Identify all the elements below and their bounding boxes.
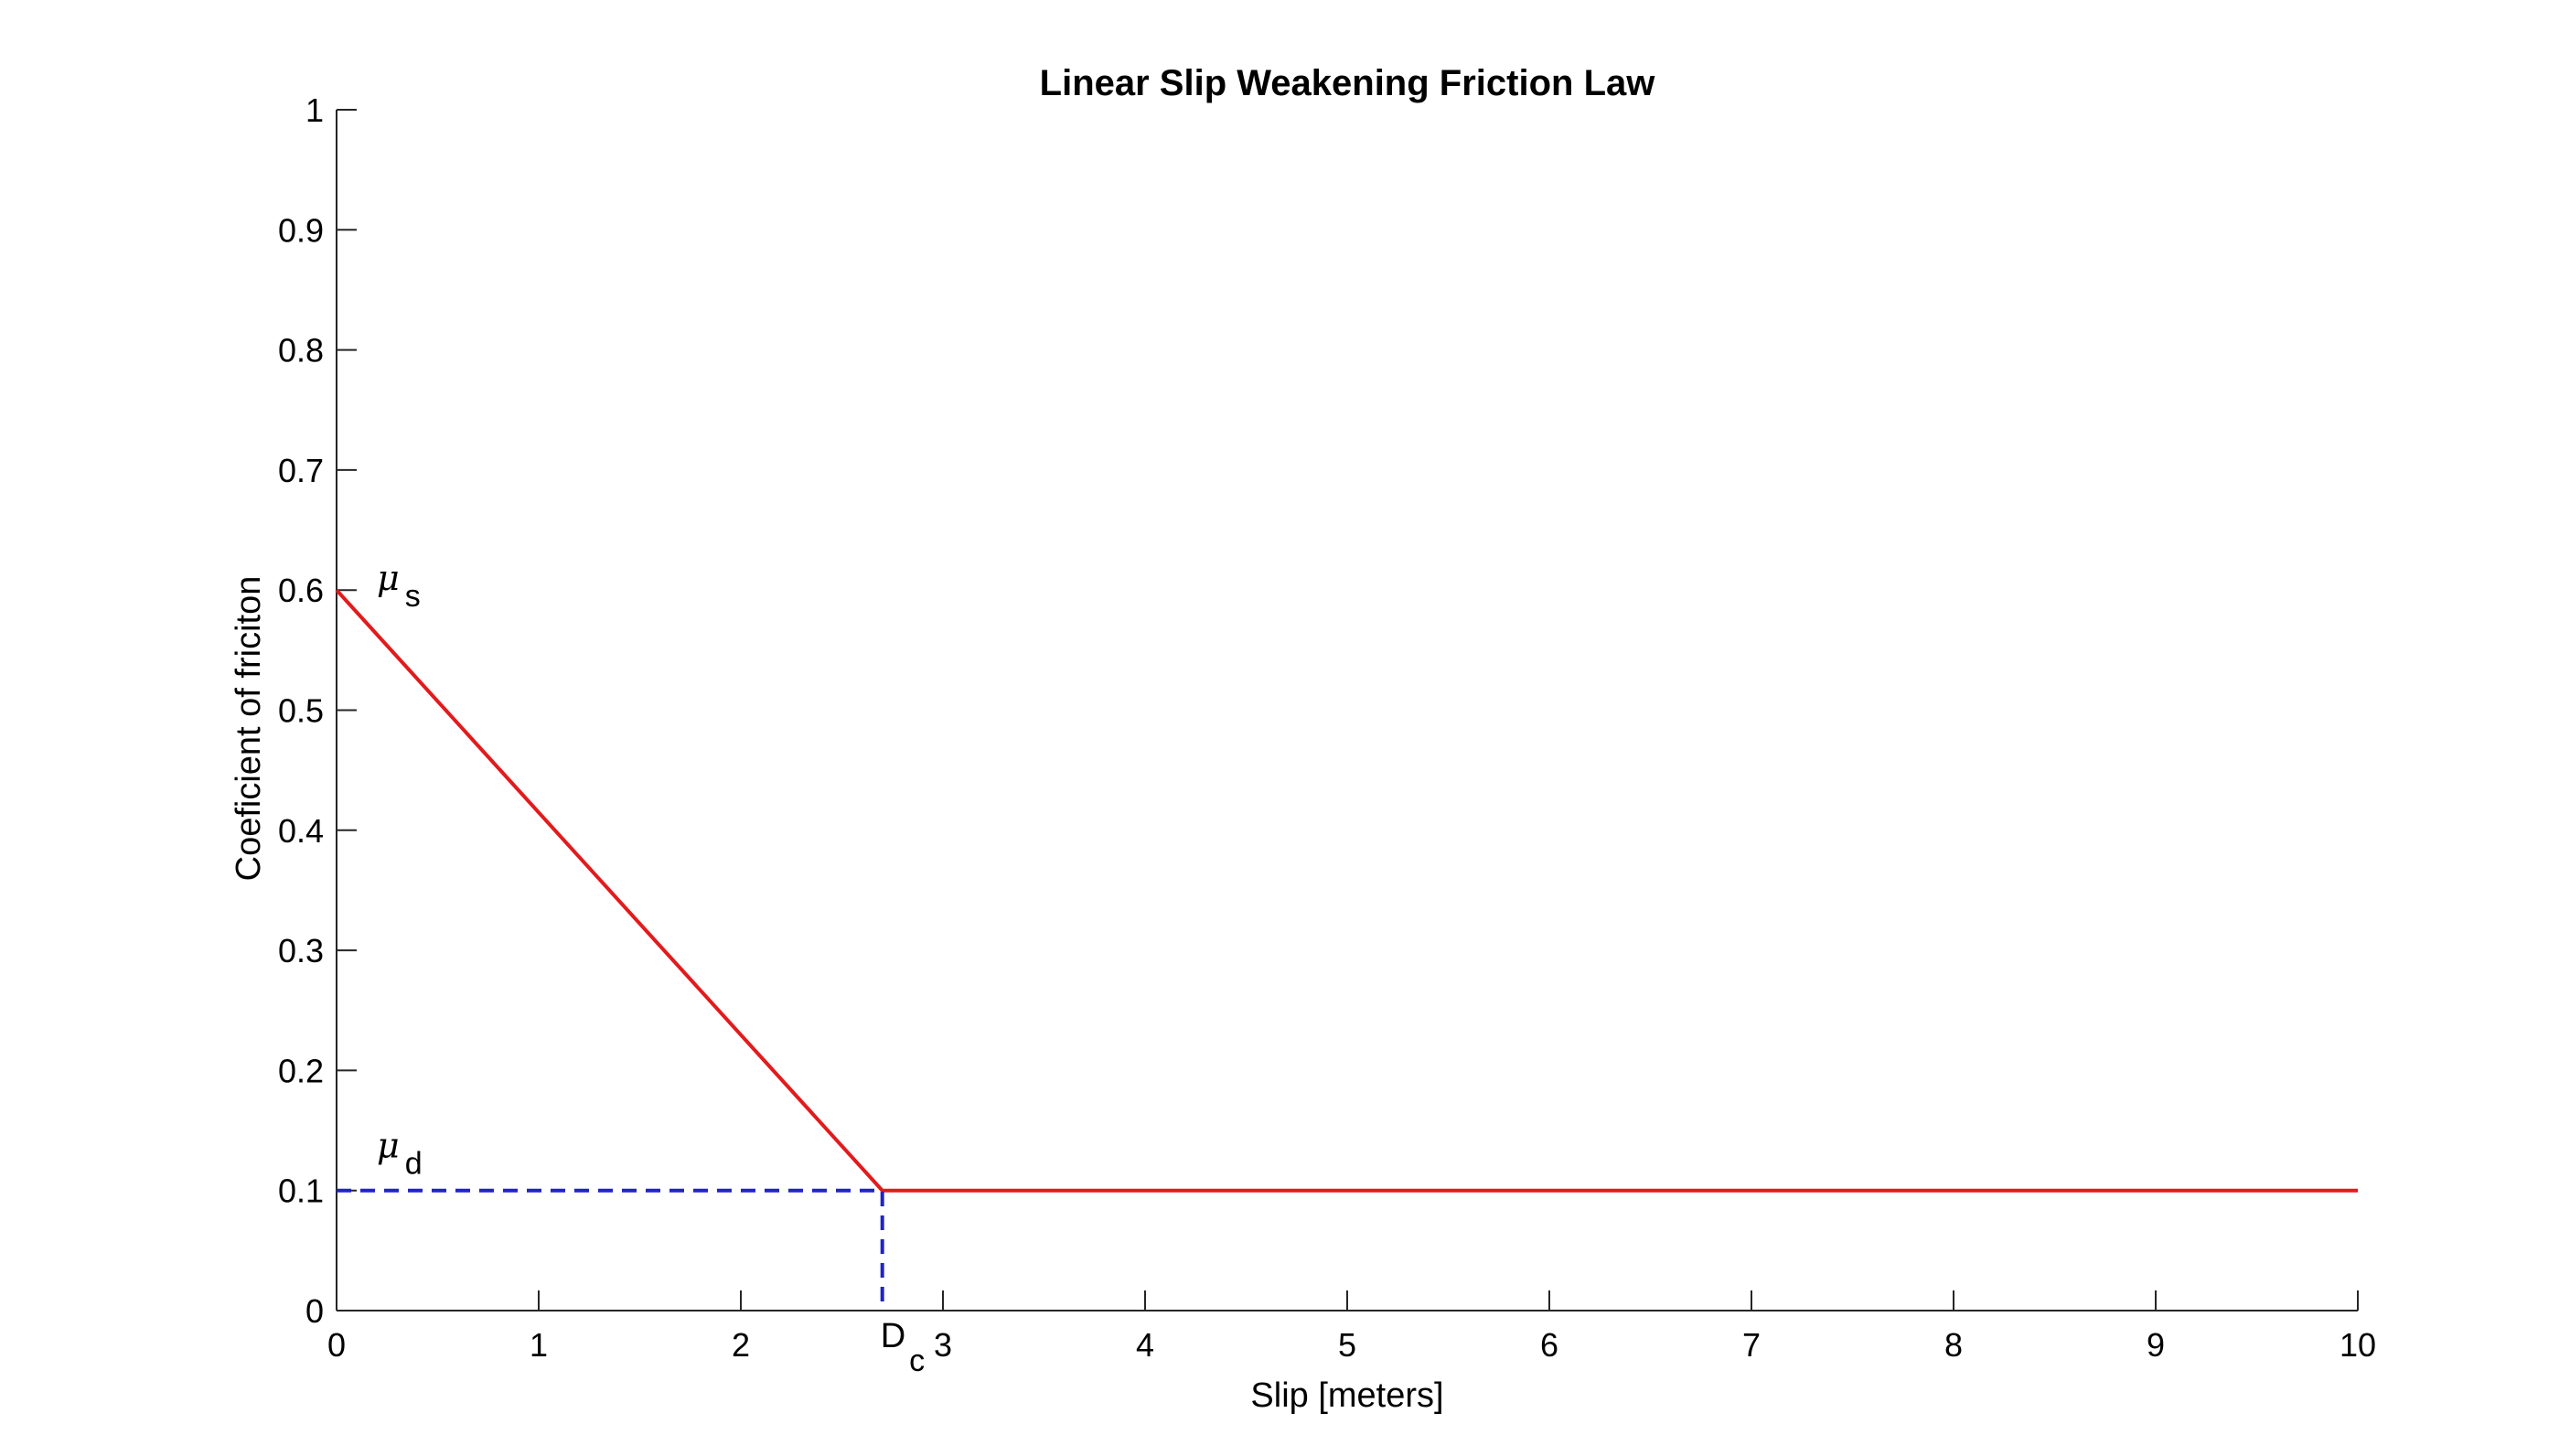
- x-tick-label: 6: [1540, 1326, 1558, 1364]
- y-tick-label: 0.6: [278, 572, 324, 609]
- x-tick-label: 0: [327, 1326, 346, 1364]
- y-tick-label: 0.4: [278, 812, 324, 850]
- chart-title: Linear Slip Weakening Friction Law: [1040, 63, 1656, 103]
- x-tick-label: 1: [530, 1326, 548, 1364]
- y-tick-label: 0.9: [278, 211, 324, 249]
- y-tick-label: 0.8: [278, 332, 324, 369]
- annotation-symbol: μ: [377, 558, 400, 598]
- annotation-layer: μ sμ dDc: [377, 558, 925, 1378]
- friction-law-line: [335, 588, 2358, 1193]
- y-axis: 0 0.1 0.2 0.3 0.4 0.5 0.6 0.7 0.8 0.9 1: [278, 91, 357, 1330]
- annotation-subscript: s: [405, 579, 421, 614]
- y-tick-label: 0: [305, 1292, 324, 1330]
- plot-area: [336, 110, 2358, 1311]
- y-tick-label: 0.7: [278, 452, 324, 489]
- x-tick-label: 3: [934, 1326, 952, 1364]
- annotation-label: Dc: [881, 1317, 925, 1378]
- annotation-subscript: d: [405, 1147, 423, 1182]
- x-axis: 0 1 2 3 4 5 6 7 8 9 10: [327, 1290, 2376, 1364]
- x-tick-label: 9: [2147, 1326, 2165, 1364]
- y-axis-label: Coeficient of friciton: [230, 576, 268, 882]
- y-tick-label: 0.5: [278, 692, 324, 730]
- y-tick-label: 0.1: [278, 1172, 324, 1210]
- y-tick-label: 0.2: [278, 1052, 324, 1089]
- dashed-reference-line: [337, 1188, 884, 1311]
- y-tick-label: 1: [305, 91, 324, 129]
- annotation-symbol: μ: [377, 1126, 400, 1166]
- y-tick-label: 0.3: [278, 932, 324, 969]
- x-axis-label: Slip [meters]: [1250, 1376, 1443, 1415]
- x-tick-label: 8: [1944, 1326, 1963, 1364]
- x-tick-label: 2: [732, 1326, 750, 1364]
- x-tick-label: 4: [1136, 1326, 1154, 1364]
- x-tick-label: 10: [2340, 1326, 2376, 1364]
- x-tick-label: 5: [1338, 1326, 1356, 1364]
- series-layer: [335, 588, 2358, 1311]
- x-tick-label: 7: [1742, 1326, 1761, 1364]
- annotation-subscript: c: [909, 1344, 925, 1378]
- annotation-symbol: D: [881, 1317, 905, 1355]
